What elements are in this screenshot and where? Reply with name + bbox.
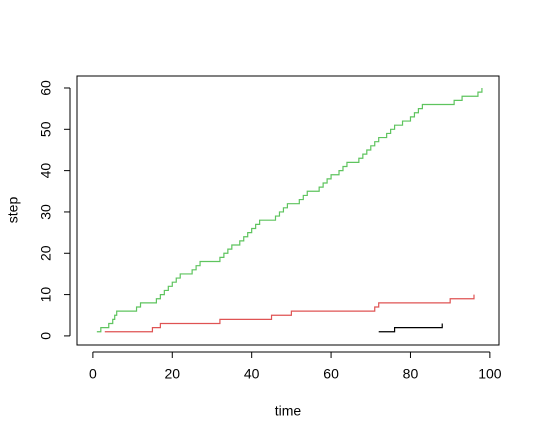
x-tick-label: 60 (323, 366, 339, 382)
step-line (104, 294, 475, 333)
y-tick-label: 30 (38, 204, 54, 220)
y-tick-label: 10 (38, 287, 54, 303)
x-tick-label: 40 (244, 366, 260, 382)
y-tick-label: 0 (38, 332, 54, 340)
y-tick-label: 50 (38, 121, 54, 137)
x-axis-label: time (275, 403, 302, 419)
x-tick-label: 20 (164, 366, 180, 382)
x-tick-label: 80 (403, 366, 419, 382)
plot-box (76, 75, 500, 346)
step-line (378, 323, 443, 333)
y-tick-label: 60 (38, 80, 54, 96)
x-tick-label: 0 (89, 366, 97, 382)
y-tick-label: 40 (38, 163, 54, 179)
y-tick-label: 20 (38, 245, 54, 261)
y-axis-label: step (5, 197, 21, 224)
x-tick-label: 100 (478, 366, 502, 382)
step-line (96, 87, 483, 333)
